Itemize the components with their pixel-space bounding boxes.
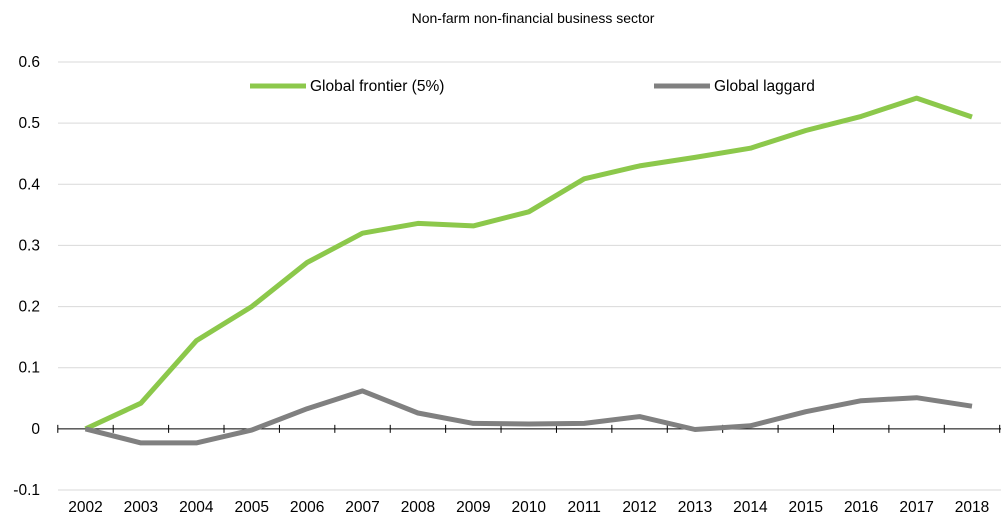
x-tick-label: 2002 [68,499,102,516]
data-point [194,440,199,445]
data-point [415,221,420,226]
x-tick-label: 2008 [401,499,435,516]
y-tick-label: 0.5 [18,115,40,132]
x-tick-label: 2010 [512,499,547,516]
x-tick-label: 2015 [789,499,823,516]
y-tick-label: 0.3 [18,237,40,254]
data-point [138,440,143,445]
series-line [84,388,973,446]
data-point [970,404,975,409]
y-tick-label: 0.2 [18,299,40,316]
data-point [305,406,310,411]
data-point [83,426,88,431]
data-point [249,304,254,309]
x-tick-label: 2014 [733,499,768,516]
data-point [471,421,476,426]
data-point [582,176,587,181]
data-point [692,155,697,160]
x-tick-label: 2004 [179,499,214,516]
data-point [914,395,919,400]
data-point [692,427,697,432]
data-point [914,96,919,101]
x-tick-label: 2018 [955,499,989,516]
data-point [526,421,531,426]
data-point [748,423,753,428]
data-point [803,128,808,133]
data-point [803,409,808,414]
x-tick-label: 2003 [124,499,158,516]
y-tick-label: 0 [31,421,40,438]
data-point [305,260,310,265]
data-point [637,163,642,168]
x-tick-label: 2013 [678,499,712,516]
x-tick-label: 2009 [456,499,490,516]
legend-label: Global frontier (5%) [310,78,444,95]
chart-title: Non-farm non-financial business sector [412,10,655,26]
data-point [748,146,753,151]
data-point [415,410,420,415]
x-tick-label: 2005 [234,499,268,516]
data-point [360,388,365,393]
data-point [138,401,143,406]
x-tick-label: 2007 [345,499,379,516]
y-tick-label: 0.6 [18,54,40,71]
data-point [526,209,531,214]
x-tick-label: 2012 [622,499,656,516]
data-point [637,414,642,419]
data-point [859,398,864,403]
y-tick-label: 0.4 [18,176,40,193]
y-tick-label: -0.1 [13,482,40,499]
x-tick-label: 2016 [844,499,878,516]
y-tick-label: 0.1 [18,360,40,377]
data-point [249,428,254,433]
data-point [970,115,975,120]
data-point [194,338,199,343]
x-tick-label: 2011 [567,499,600,516]
x-tick-label: 2017 [899,499,933,516]
legend-label: Global laggard [714,78,815,95]
x-tick-label: 2006 [290,499,324,516]
data-point [471,223,476,228]
data-point [859,114,864,119]
data-point [582,421,587,426]
data-point [360,231,365,236]
series-line [84,95,973,432]
